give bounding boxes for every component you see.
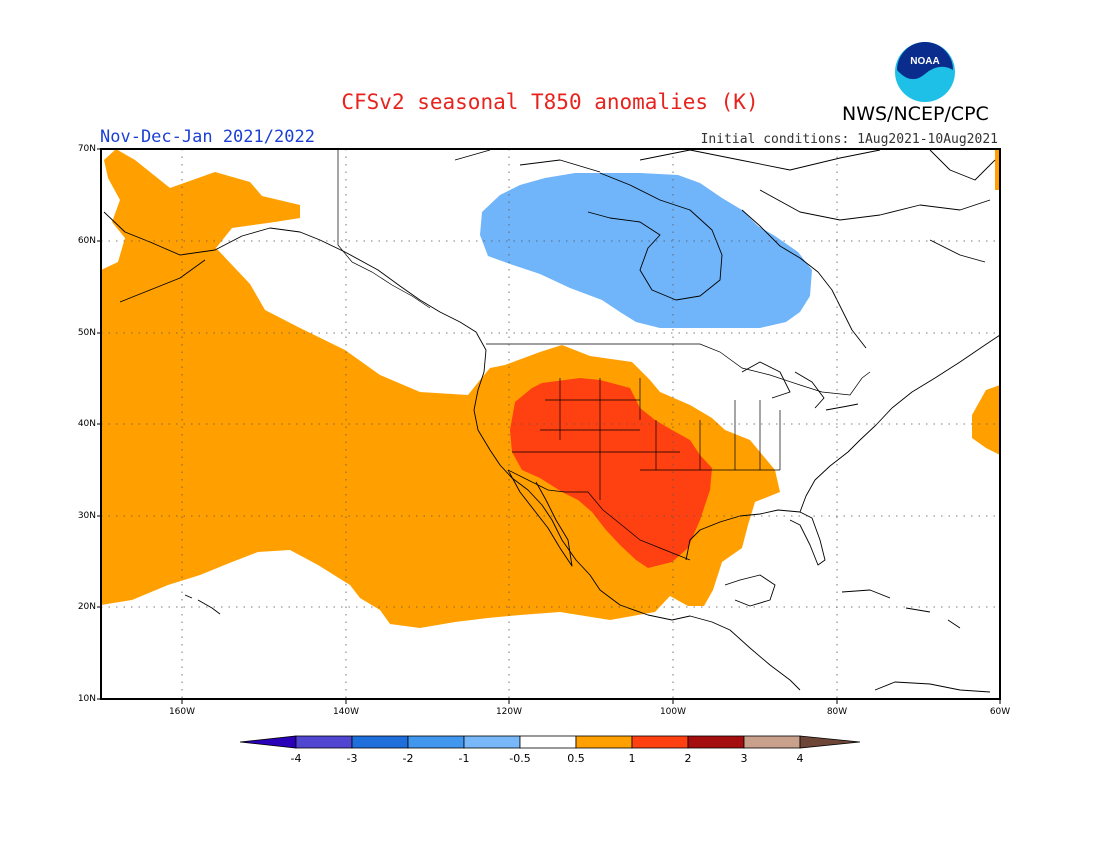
colorbar-swatch	[519, 735, 577, 749]
lat-tick-label: 60N	[77, 236, 96, 246]
alaska-coastline	[103, 211, 487, 351]
lat-tick-label: 20N	[77, 602, 96, 612]
greenland-coast	[929, 149, 996, 263]
lat-tick-label: 10N	[77, 694, 96, 704]
us-state-lines	[512, 378, 781, 500]
southwest-hot-region	[510, 378, 712, 568]
lat-tick-label: 30N	[77, 511, 96, 521]
caribbean-islands	[841, 589, 991, 693]
colorbar-label: -1	[458, 752, 470, 765]
colorbar-label: 1	[628, 752, 636, 765]
lon-tick-label: 120W	[495, 707, 523, 717]
coastlines	[103, 149, 1001, 693]
north-america-west-coast	[473, 349, 801, 691]
lat-tick-label: 40N	[77, 419, 96, 429]
lon-tick-label: 160W	[168, 707, 196, 717]
baja-california	[507, 469, 573, 567]
lon-tick-label: 60W	[989, 707, 1011, 717]
colorbar-label: -4	[290, 752, 302, 765]
lon-tick-label: 100W	[659, 707, 687, 717]
colorbar-swatch-high-end	[799, 735, 861, 749]
lon-tick-label: 80W	[826, 707, 848, 717]
colorbar-label: 0.5	[567, 752, 585, 765]
labrador-coast	[741, 209, 867, 349]
colorbar-label: -3	[346, 752, 358, 765]
colorbar-swatch	[631, 735, 689, 749]
great-lakes	[741, 361, 859, 411]
east-coast	[799, 334, 1001, 513]
colorbar-swatch	[463, 735, 521, 749]
colorbar-label: -2	[402, 752, 414, 765]
lat-tick-label: 50N	[77, 328, 96, 338]
colorbar-label: -0.5	[509, 752, 531, 765]
arctic-islands	[454, 149, 991, 221]
initial-conditions-label: Initial conditions: 1Aug2021-10Aug2021	[700, 132, 998, 147]
lon-tick-label: 140W	[332, 707, 360, 717]
noaa-logo: NOAA	[895, 42, 955, 102]
us-canada-border	[486, 343, 871, 396]
colorbar-swatch	[295, 735, 353, 749]
map-title: CFSv2 seasonal T850 anomalies (K)	[341, 90, 759, 114]
hawaii	[184, 594, 221, 615]
colorbar	[239, 735, 861, 749]
alaska-canada-border	[337, 149, 431, 309]
colorbar-swatch	[743, 735, 801, 749]
noaa-logo-text: NOAA	[910, 56, 939, 67]
colorbar-swatch	[351, 735, 409, 749]
tick-marks	[97, 148, 1001, 704]
alaska-peninsula	[119, 259, 206, 303]
hudson-bay-coast	[587, 172, 723, 301]
lat-tick-label: 70N	[77, 144, 96, 154]
colorbar-label: 4	[796, 752, 804, 765]
graticule	[101, 149, 1000, 699]
canada-cold-region	[480, 173, 812, 328]
colorbar-swatch	[687, 735, 745, 749]
agency-label: NWS/NCEP/CPC	[842, 103, 989, 125]
colorbar-swatch	[407, 735, 465, 749]
us-mexico-border	[507, 469, 691, 561]
colorbar-swatch-low-end	[239, 735, 297, 749]
political-boundaries	[337, 149, 871, 561]
colorbar-swatch	[575, 735, 633, 749]
atlantic-warm-region	[972, 385, 1000, 455]
colorbar-label: 2	[684, 752, 692, 765]
colorbar-label: 3	[740, 752, 748, 765]
arctic-warm-sliver	[995, 149, 1000, 190]
season-label: Nov-Dec-Jan 2021/2022	[100, 127, 315, 147]
yucatan-peninsula	[724, 574, 776, 607]
